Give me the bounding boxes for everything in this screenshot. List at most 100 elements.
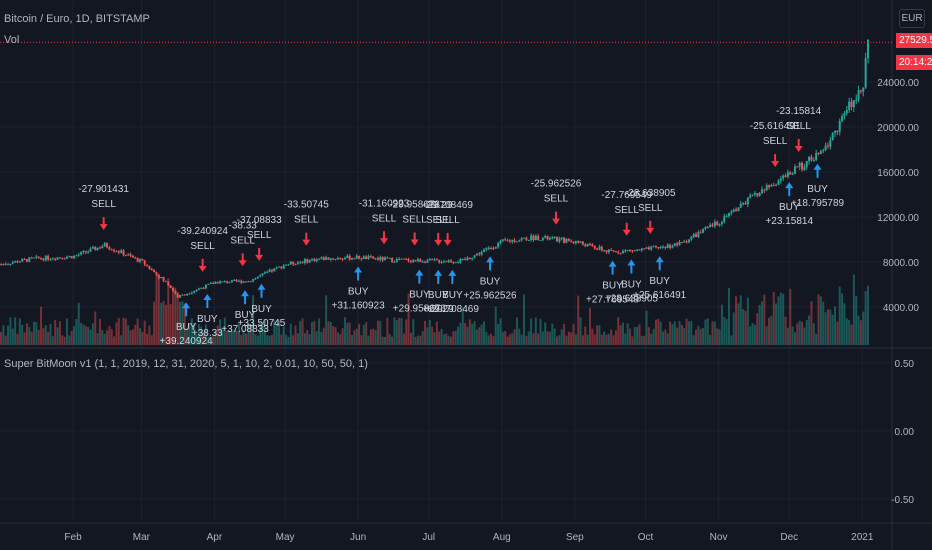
volume-bar (808, 315, 811, 345)
candle-body (664, 246, 667, 249)
volume-bar (89, 329, 92, 345)
volume-bar (838, 286, 841, 345)
candle-body (678, 241, 681, 246)
candle-body (329, 258, 332, 260)
candle-body (306, 259, 309, 263)
candle-body (782, 175, 785, 179)
candle-body (310, 259, 313, 261)
volume-bar (834, 306, 837, 345)
candle-body (235, 280, 238, 282)
volume-bar (139, 328, 142, 345)
volume-bar (449, 336, 452, 345)
candle-body (278, 266, 281, 268)
volume-bar (115, 322, 118, 345)
sell-label: SELL (786, 121, 811, 132)
volume-bar (70, 330, 73, 345)
candle-body (789, 172, 792, 175)
candle-body (294, 264, 297, 266)
volume-bar (850, 324, 853, 345)
volume-bar (320, 331, 323, 345)
candle-body (859, 90, 862, 92)
x-tick-label: May (276, 532, 295, 543)
candle-body (87, 251, 90, 253)
candle-body (120, 250, 123, 253)
candle-body (749, 195, 752, 198)
volume-bar (155, 271, 158, 345)
volume-bar (548, 331, 551, 345)
volume-label[interactable]: Vol (4, 34, 20, 46)
candle-body (784, 175, 787, 177)
volume-bar (629, 328, 632, 345)
indicator-title[interactable]: Super BitMoon v1 (1, 1, 2019, 12, 31, 20… (4, 358, 368, 370)
volume-bar (273, 320, 276, 345)
candle-body (777, 180, 780, 185)
candle-body (838, 120, 841, 132)
volume-bar (381, 336, 384, 345)
volume-bar (327, 321, 330, 345)
buy-label: BUY (348, 287, 369, 298)
volume-bar (188, 322, 191, 345)
candle-body (617, 252, 620, 254)
candle-body (367, 256, 370, 260)
volume-bar (42, 328, 45, 345)
candle-body (4, 263, 7, 265)
volume-bar (247, 323, 250, 345)
candle-body (702, 228, 705, 233)
candle-body (435, 259, 438, 261)
volume-bar (94, 311, 97, 345)
currency-button[interactable]: EUR (899, 9, 925, 28)
candle-body (287, 264, 290, 266)
candle-body (32, 257, 35, 259)
candle-body (669, 244, 672, 248)
candle-body (659, 246, 662, 249)
volume-bar (379, 320, 382, 345)
volume-bar (146, 333, 149, 345)
candle-body (223, 281, 226, 283)
volume-bar (831, 314, 834, 345)
volume-bar (643, 335, 646, 345)
candle-body (374, 258, 377, 260)
buy-label: BUY (480, 276, 501, 287)
candle-body (108, 247, 111, 250)
candle-body (711, 224, 714, 227)
candle-body (471, 258, 474, 260)
volume-bar (193, 323, 196, 345)
volume-bar (226, 331, 229, 345)
buy-arrow-head (415, 269, 424, 276)
volume-bar (560, 329, 563, 345)
candle-body (591, 244, 594, 247)
volume-bar (207, 336, 210, 345)
candle-body (127, 254, 130, 256)
volume-bar (233, 330, 236, 345)
volume-bar (0, 332, 2, 345)
volume-bar (351, 334, 354, 345)
y-tick-label: 16000.00 (877, 168, 919, 179)
volume-bar (558, 335, 561, 345)
candle-body (751, 194, 754, 196)
volume-bar (666, 333, 669, 345)
volume-bar (65, 318, 68, 345)
symbol-title[interactable]: Bitcoin / Euro, 1D, BITSTAMP (4, 13, 150, 25)
candle-body (141, 259, 144, 261)
candle-body (51, 258, 54, 260)
volume-bar (101, 330, 104, 345)
candle-body (791, 173, 794, 175)
volume-bar (21, 324, 24, 345)
volume-bar (654, 319, 657, 345)
volume-bar (332, 326, 335, 345)
candle-body (325, 257, 328, 260)
candle-body (506, 240, 509, 242)
volume-bar (612, 335, 615, 345)
candle-body (768, 185, 771, 187)
candle-body (212, 282, 215, 284)
candle-body (452, 262, 455, 264)
volume-bar (713, 321, 716, 345)
candle-body (322, 257, 325, 260)
candle-body (567, 238, 570, 241)
candle-body (21, 259, 24, 262)
buy-label: BUY (235, 310, 256, 321)
volume-bar (417, 335, 420, 345)
volume-bar (367, 335, 370, 345)
candle-body (808, 156, 811, 162)
